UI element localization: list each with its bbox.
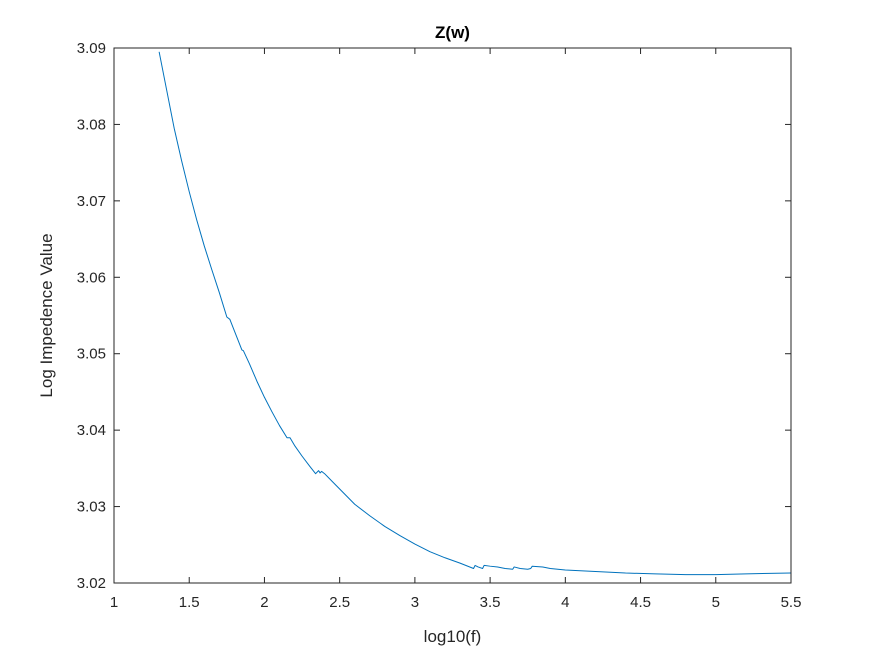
x-tick-label: 5 [712,594,720,611]
x-tick-label: 2 [260,594,268,611]
x-axis: 1 1.5 2 2.5 3 3.5 4 4.5 5 5.5 [110,48,802,611]
chart-title: Z(w) [435,23,470,42]
x-tick-label: 3 [411,594,419,611]
x-tick-label: 4.5 [630,594,651,611]
plot-content [158,51,792,576]
plot-area [114,48,791,583]
y-tick-label: 3.06 [77,269,106,286]
series-line-0 [158,51,792,576]
y-tick-label: 3.07 [77,193,106,210]
y-tick-label: 3.02 [77,575,106,592]
x-axis-title: log10(f) [424,627,482,646]
axes-box [113,47,792,584]
x-tick-label: 2.5 [329,594,350,611]
y-tick-label: 3.05 [77,346,106,363]
y-tick-label: 3.04 [77,422,106,439]
x-tick-label: 4 [561,594,569,611]
y-tick-label: 3.09 [77,40,106,57]
y-tick-label: 3.03 [77,499,106,516]
y-tick-label: 3.08 [77,116,106,133]
x-tick-label: 1 [110,594,118,611]
x-tick-label: 3.5 [480,594,501,611]
y-axis-title: Log Impedence Value [37,233,56,397]
x-tick-label: 1.5 [179,594,200,611]
y-axis: 3.02 3.03 3.04 3.05 3.06 3.07 3.08 3.09 [77,40,791,592]
x-tick-label: 5.5 [781,594,802,611]
